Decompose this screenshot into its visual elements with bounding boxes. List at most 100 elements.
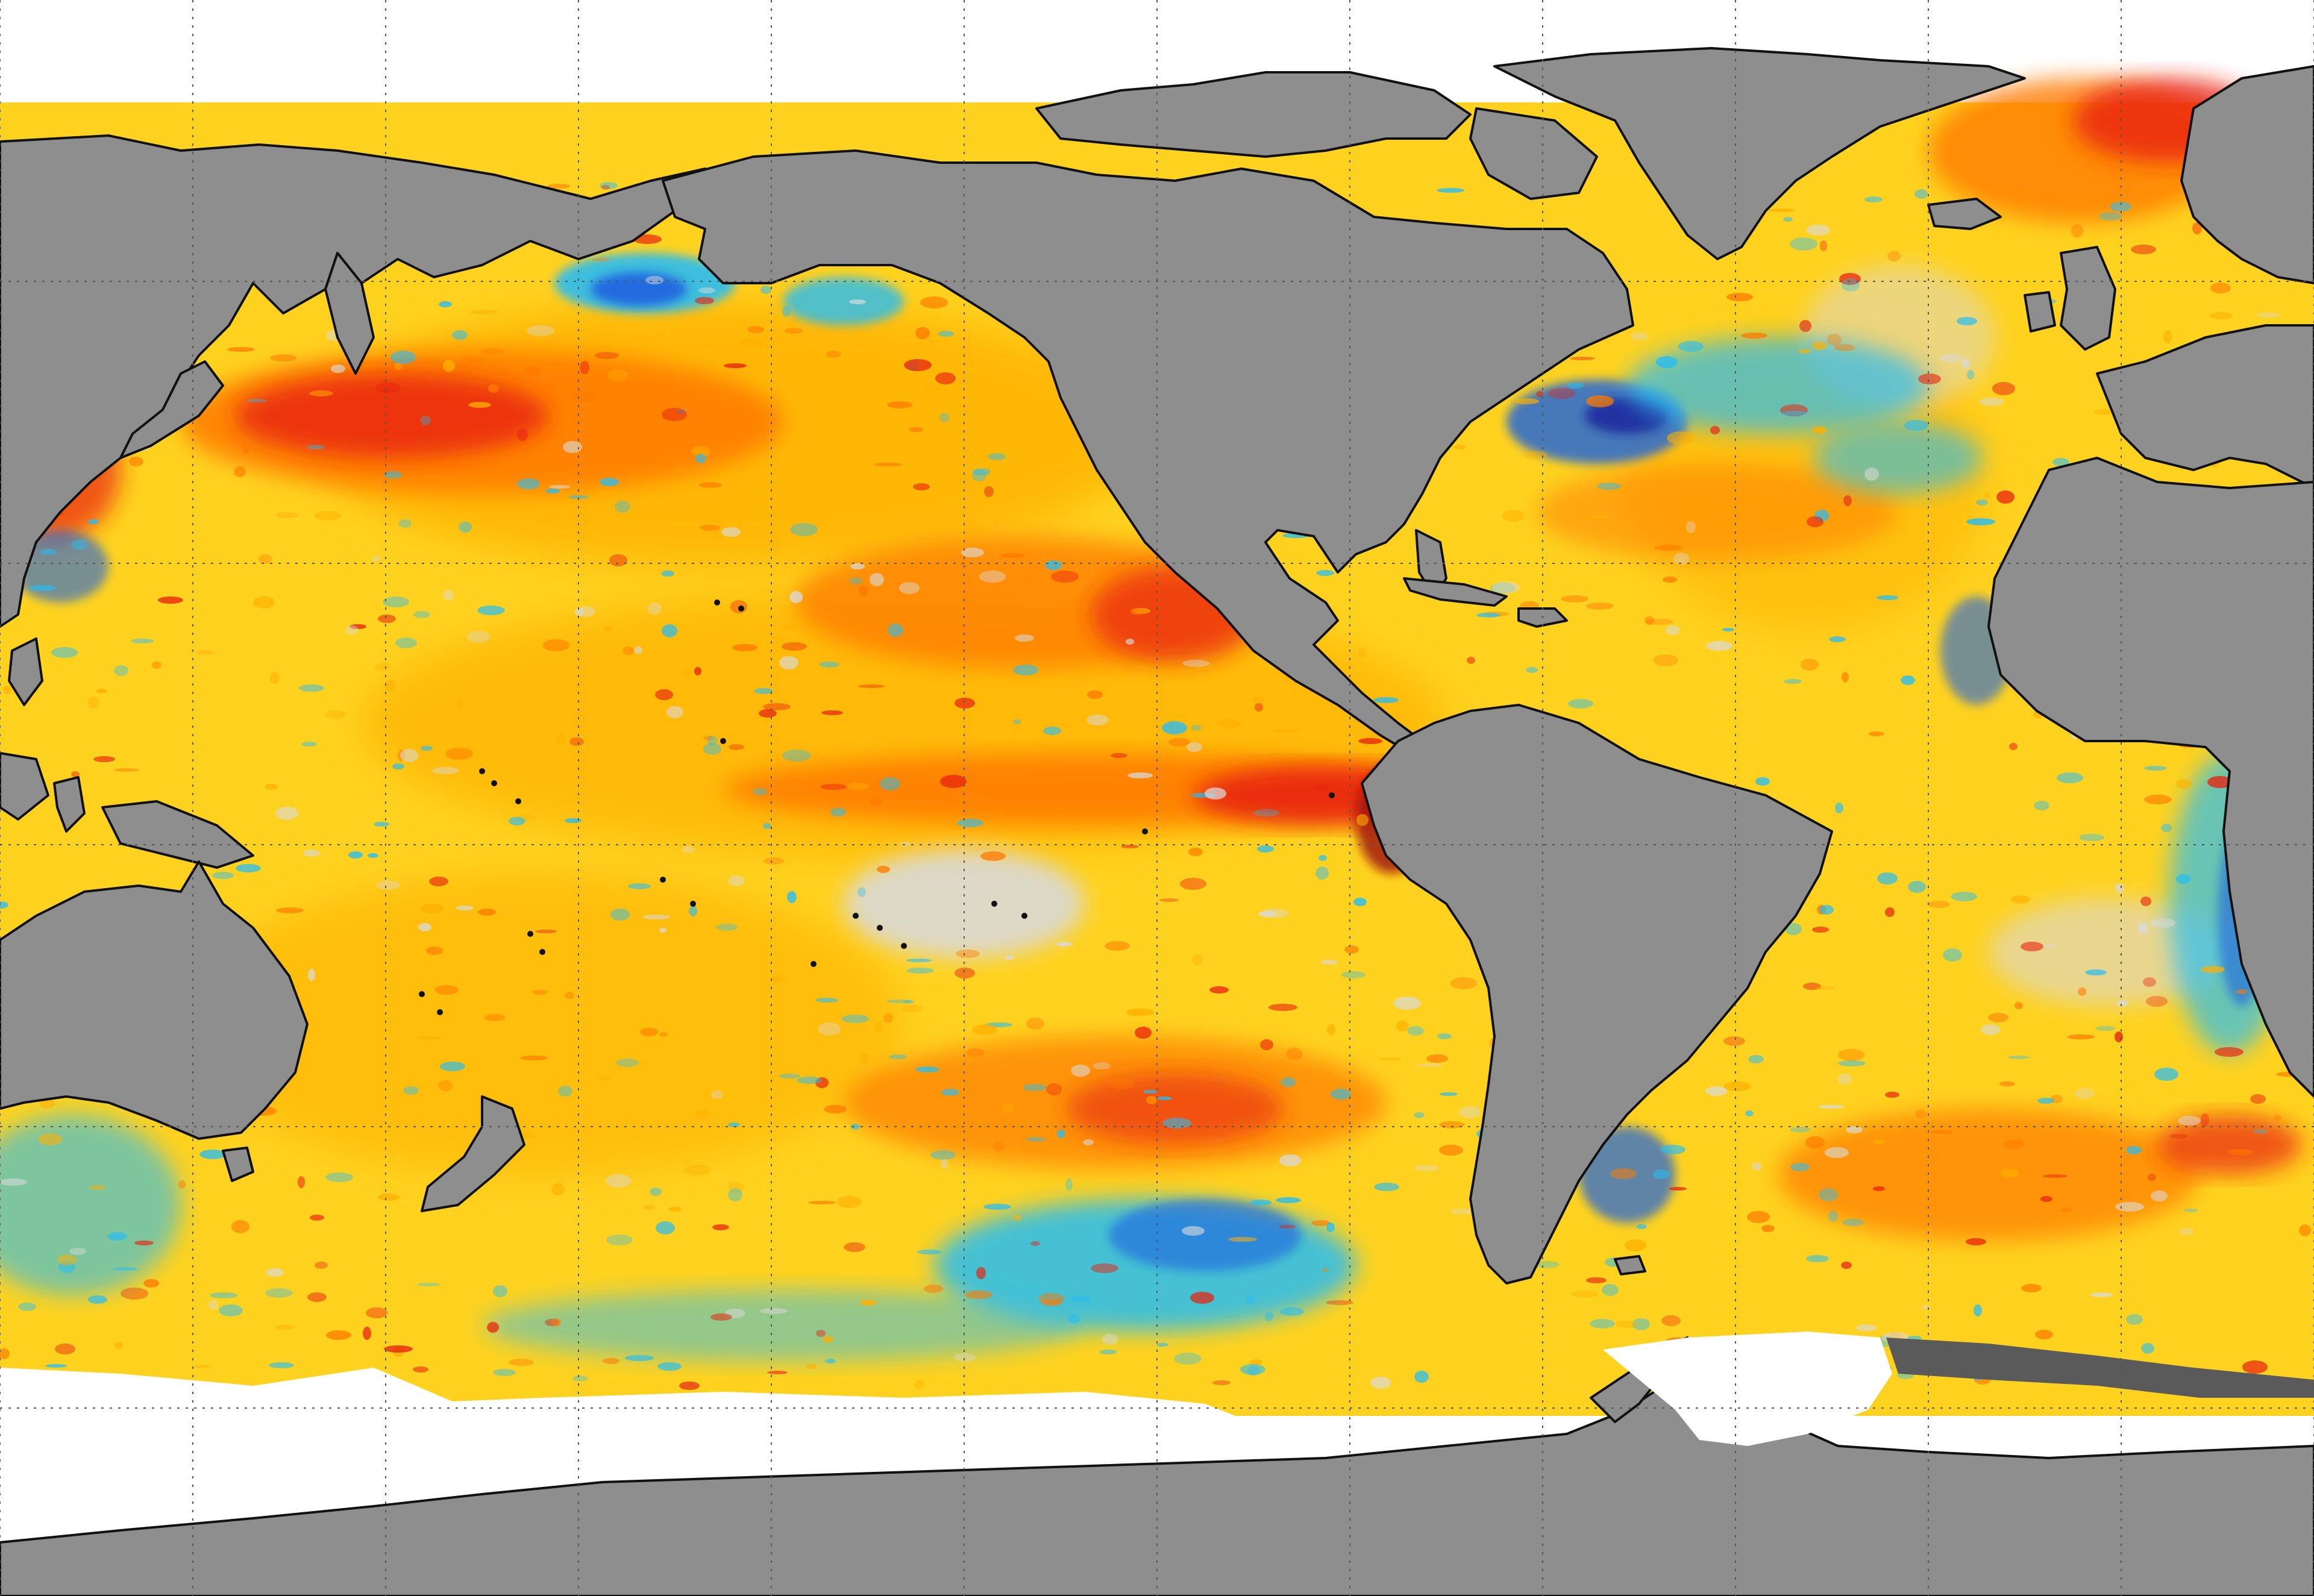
anomaly-fleck (1885, 907, 1895, 917)
anomaly-fleck (331, 365, 345, 373)
anomaly-fleck (909, 427, 923, 432)
anomaly-fleck (1099, 1350, 1117, 1354)
anomaly-fleck (1000, 1104, 1015, 1113)
island-marker (901, 943, 907, 949)
red-patch (2157, 1115, 2302, 1175)
anomaly-fleck (732, 803, 748, 809)
anomaly-fleck (779, 656, 798, 669)
anomaly-fleck (1723, 1036, 1745, 1046)
anomaly-fleck (325, 1172, 353, 1182)
anomaly-fleck (395, 363, 402, 370)
anomaly-fleck (1901, 675, 1915, 685)
anomaly-fleck (420, 416, 431, 425)
anomaly-fleck (1126, 639, 1134, 645)
anomaly-fleck (759, 709, 777, 718)
anomaly-fleck (656, 1221, 675, 1235)
anomaly-fleck (1536, 391, 1543, 397)
anomaly-fleck (28, 585, 56, 591)
anomaly-fleck (509, 817, 525, 825)
anomaly-fleck (815, 998, 838, 1003)
anomaly-fleck (906, 968, 934, 974)
anomaly-fleck (1908, 881, 1926, 893)
anomaly-fleck (1156, 1343, 1168, 1347)
anomaly-fleck (818, 1022, 841, 1036)
anomaly-fleck (372, 555, 380, 562)
landmass-ireland (2024, 291, 2056, 333)
anomaly-fleck (443, 590, 454, 601)
anomaly-fleck (1597, 483, 1621, 490)
anomaly-fleck (683, 669, 690, 678)
anomaly-fleck (158, 596, 183, 604)
anomaly-fleck (1547, 388, 1575, 399)
anomaly-fleck (1188, 848, 1203, 856)
anomaly-fleck (276, 907, 304, 913)
anomaly-fleck (114, 1342, 123, 1349)
anomaly-fleck (315, 1262, 328, 1269)
anomaly-fleck (440, 1062, 465, 1071)
anomaly-fleck (1240, 1364, 1265, 1375)
anomaly-fleck (3, 686, 11, 694)
anomaly-fleck (131, 639, 154, 643)
anomaly-fleck (434, 985, 459, 995)
anomaly-fleck (1414, 1112, 1425, 1118)
anomaly-fleck (418, 923, 431, 931)
landmass-japan (119, 360, 224, 459)
pacific-islands (419, 599, 1335, 1015)
anomaly-fleck (1065, 1178, 1073, 1191)
landmass-australia (0, 860, 309, 1140)
anomaly-fleck (1038, 1293, 1065, 1305)
anomaly-fleck (2115, 883, 2124, 893)
anomaly-fleck (384, 680, 395, 692)
landmass-philippines (8, 637, 43, 706)
anomaly-fleck (93, 756, 115, 762)
anomaly-fleck (1070, 1296, 1091, 1302)
anomaly-fleck (1146, 1096, 1157, 1104)
anomaly-fleck (716, 924, 738, 931)
anomaly-fleck (1723, 1081, 1751, 1091)
island-marker (690, 901, 696, 907)
anomaly-fleck (0, 901, 8, 909)
anomaly-fleck (1805, 1136, 1825, 1148)
anomaly-fleck (488, 384, 499, 393)
anomaly-fleck (1827, 334, 1842, 346)
anomaly-fleck (2169, 1134, 2187, 1139)
anomaly-fleck (1026, 1137, 1046, 1142)
anomaly-fleck (819, 662, 839, 668)
anomaly-fleck (850, 563, 865, 569)
island-marker (1142, 828, 1148, 834)
anomaly-fleck (2011, 895, 2030, 904)
anomaly-fleck (2099, 212, 2122, 221)
anomaly-fleck (988, 453, 1006, 460)
anomaly-fleck (1869, 731, 1884, 736)
anomaly-fleck (647, 602, 662, 615)
anomaly-fleck (1514, 398, 1539, 404)
anomaly-fleck (551, 1318, 561, 1327)
anomaly-fleck (121, 1288, 148, 1300)
anomaly-fleck (421, 904, 444, 913)
anomaly-fleck (1051, 571, 1079, 583)
island-marker (1329, 792, 1335, 798)
anomaly-fleck (569, 737, 584, 746)
anomaly-fleck (2151, 1191, 2168, 1201)
red-patch (1067, 1072, 1284, 1145)
anomaly-fleck (1586, 395, 1614, 407)
anomaly-fleck (1492, 581, 1520, 593)
anomaly-fleck (785, 328, 803, 334)
anomaly-fleck (1228, 1237, 1257, 1242)
anomaly-fleck (152, 662, 161, 669)
anomaly-fleck (1782, 411, 1807, 416)
anomaly-fleck (452, 330, 468, 340)
anomaly-fleck (378, 1194, 400, 1201)
anomaly-fleck (1071, 1065, 1090, 1077)
anomaly-fleck (348, 851, 363, 859)
anomaly-fleck (1818, 1105, 1845, 1109)
anomaly-fleck (1834, 344, 1855, 351)
anomaly-fleck (69, 1248, 86, 1255)
island-marker (738, 606, 744, 612)
anomaly-fleck (600, 182, 618, 189)
anomaly-fleck (470, 310, 498, 315)
anomaly-fleck (1561, 595, 1588, 602)
anomaly-fleck (2042, 1174, 2068, 1178)
anomaly-fleck (1673, 552, 1689, 565)
anomaly-fleck (1121, 845, 1139, 848)
